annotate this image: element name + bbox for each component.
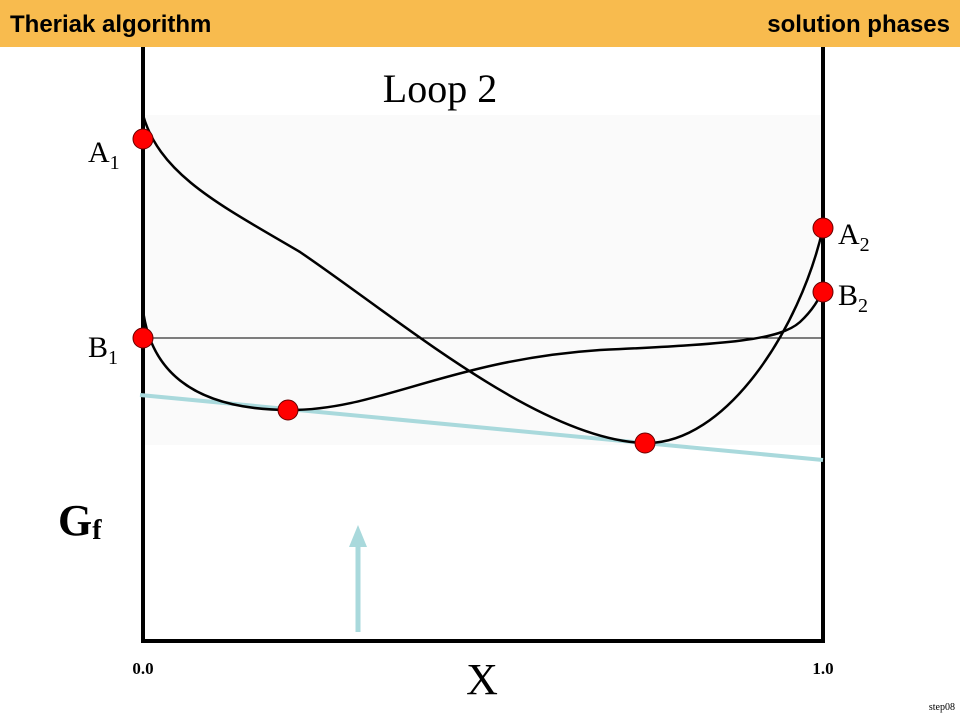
point — [132, 128, 154, 150]
label-sub: 2 — [860, 234, 870, 256]
label-base: A — [88, 136, 110, 169]
label-sub: 1 — [108, 347, 118, 369]
label-sub: 1 — [110, 152, 120, 174]
point — [277, 399, 299, 421]
loop-title: Loop 2 — [383, 66, 497, 111]
points — [132, 128, 834, 454]
label-base: G — [58, 496, 92, 545]
point — [812, 281, 834, 303]
plot-region — [143, 115, 823, 445]
label-base: B — [88, 331, 108, 364]
label-base: B — [838, 279, 858, 312]
x-max-label: 1.0 — [812, 659, 833, 678]
header-subtitle: solution phases — [767, 11, 950, 38]
x-label: X — [466, 655, 498, 704]
arrow-head — [349, 525, 367, 547]
point — [634, 432, 656, 454]
curve-b — [141, 289, 825, 412]
label-sub: 2 — [858, 295, 868, 317]
label-base: A — [838, 218, 860, 251]
point — [812, 217, 834, 239]
curve-a — [141, 114, 825, 445]
footer: step08 — [929, 702, 955, 713]
label-a2: A2 — [838, 218, 870, 256]
tangent-line — [139, 393, 824, 462]
label-b1: B1 — [88, 331, 118, 369]
header-title: Theriak algorithm — [10, 11, 211, 38]
point — [132, 327, 154, 349]
label-b2: B2 — [838, 279, 868, 317]
header-bar — [0, 0, 960, 47]
x-min-label: 0.0 — [132, 659, 153, 678]
y-label: Gf — [58, 496, 102, 546]
label-a1: A1 — [88, 136, 120, 174]
label-sub: f — [92, 515, 102, 546]
